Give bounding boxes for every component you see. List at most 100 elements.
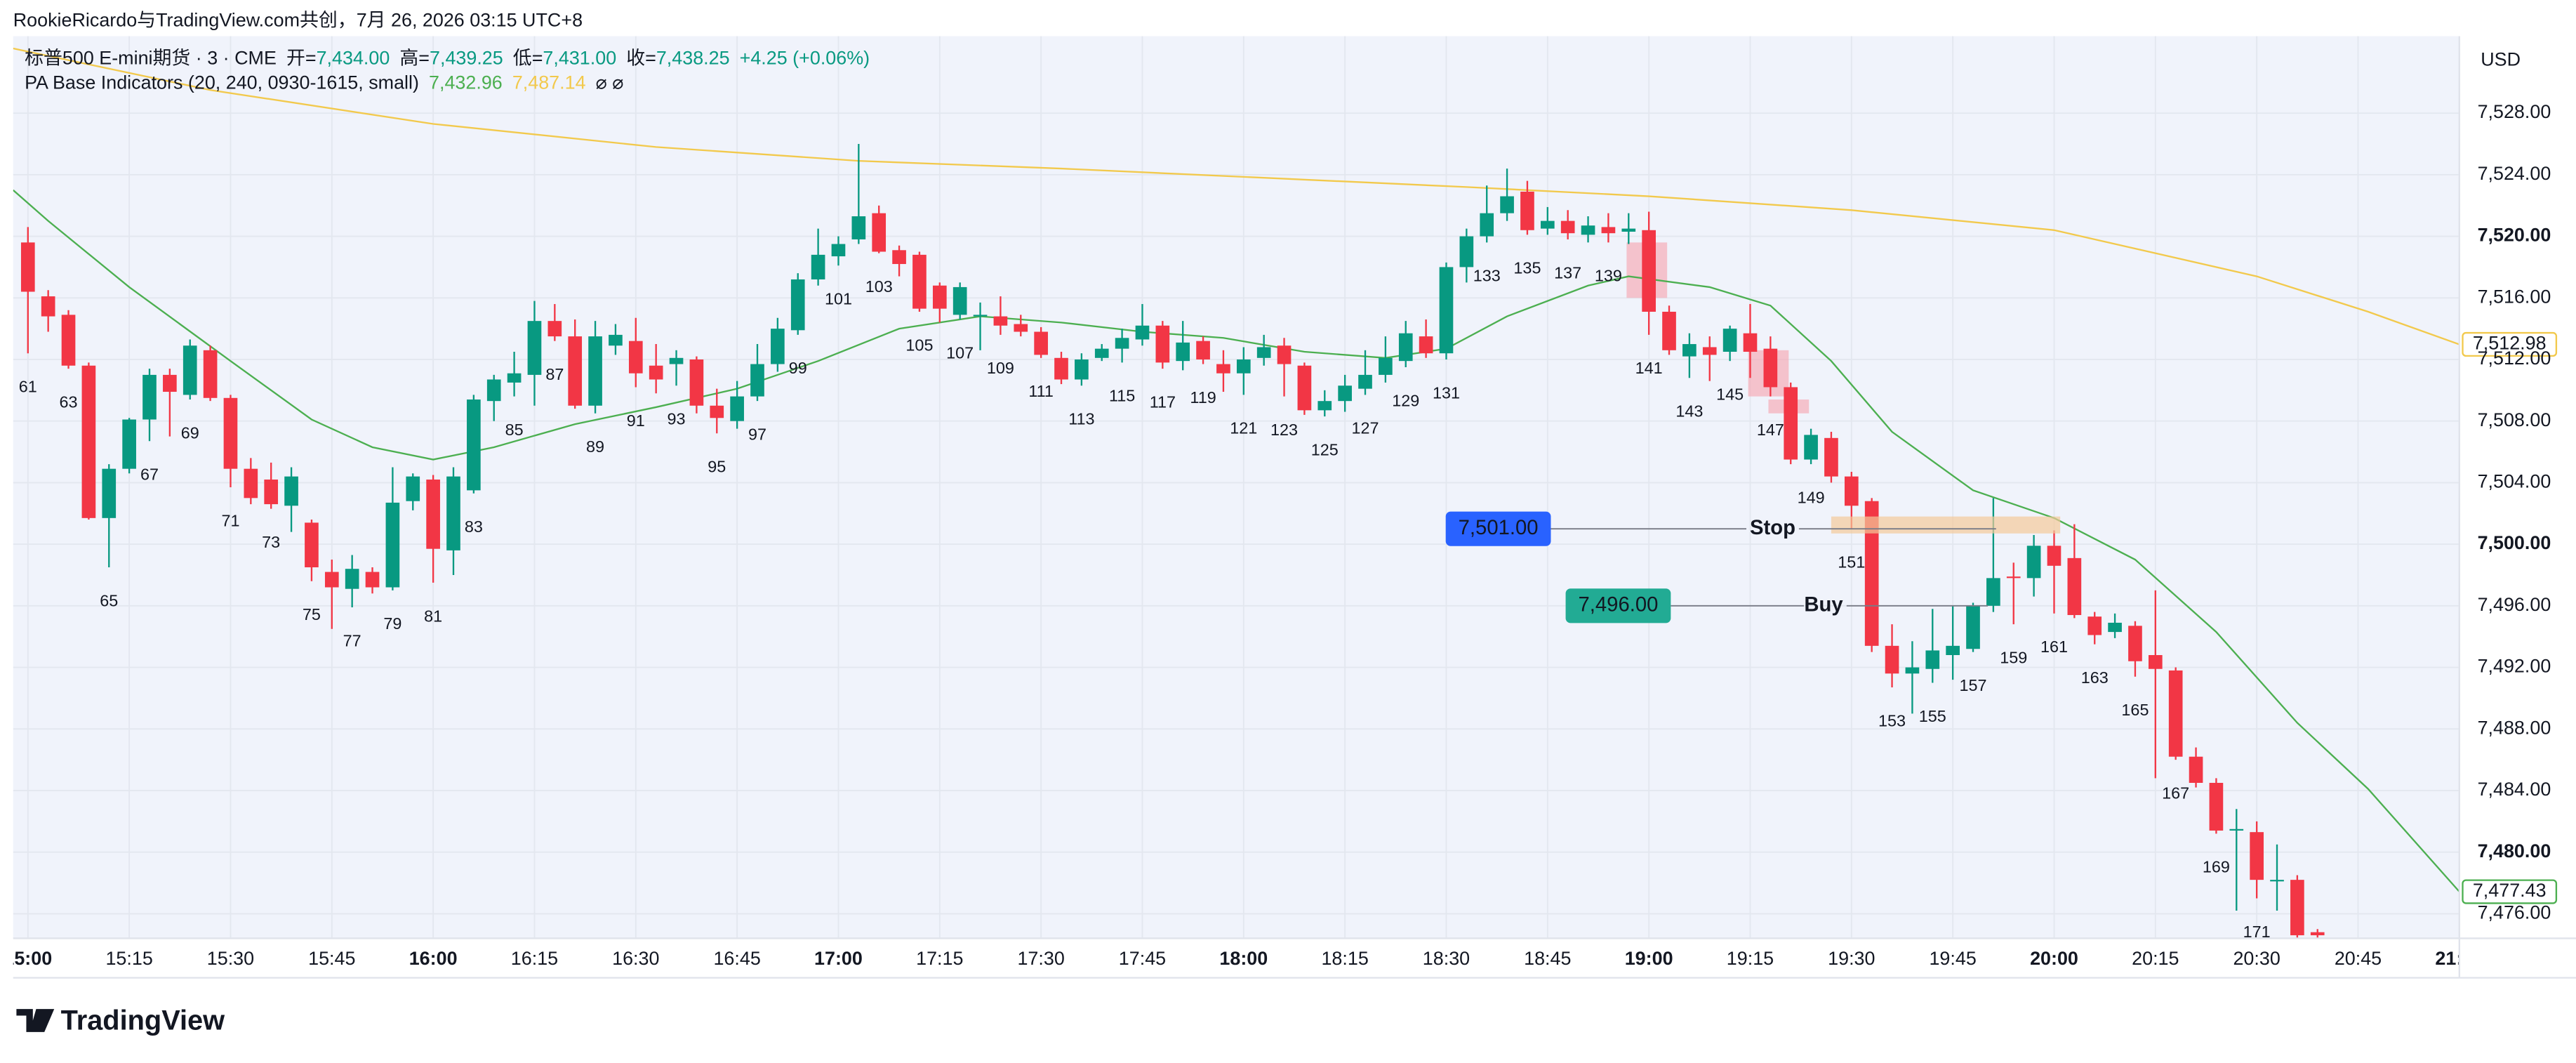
candle-body	[527, 321, 542, 375]
candle-body	[1075, 359, 1089, 380]
bar-number: 149	[1798, 488, 1825, 506]
candle-body	[851, 216, 866, 239]
y-tick-label: 7,496.00	[2478, 594, 2551, 615]
candle-body	[628, 341, 643, 374]
bar-number: 127	[1351, 419, 1379, 437]
candle-body	[182, 345, 197, 395]
candle-body	[1986, 578, 2000, 606]
legend-value: 7,431.00	[543, 47, 616, 68]
candle-body	[2026, 546, 2041, 579]
x-tick-label: 18:45	[1524, 948, 1571, 969]
candle-body	[952, 286, 967, 315]
bar-number: 93	[668, 410, 686, 428]
candle-body	[2250, 832, 2264, 880]
bar-number: 63	[60, 392, 78, 411]
bar-number: 79	[383, 614, 401, 633]
candle-body	[771, 329, 785, 364]
candle-body	[1824, 437, 1838, 477]
candle-body	[406, 476, 420, 501]
y-tick-label: 7,480.00	[2478, 840, 2551, 861]
x-tick-label: 16:15	[511, 948, 558, 969]
legend-line: 标普500 E-mini期货 · 3 · CME 开=7,434.00 高=7,43…	[25, 47, 870, 68]
candle-body	[2087, 616, 2102, 635]
candle-body	[1520, 191, 1534, 230]
candle-body	[1094, 348, 1109, 358]
candle-body	[507, 373, 522, 383]
candle-body	[1196, 341, 1210, 359]
bar-number: 155	[1919, 707, 1946, 725]
x-tick-label: 15:30	[207, 948, 254, 969]
candle-body	[1804, 435, 1818, 460]
bar-number: 163	[2081, 668, 2109, 687]
candle-body	[547, 321, 562, 337]
candle-body	[2209, 782, 2224, 831]
candle-body	[973, 315, 988, 317]
candle-body	[284, 476, 298, 506]
candle-body	[1966, 605, 1980, 649]
annotation-price: 7,501.00	[1459, 517, 1539, 539]
candle-body	[1277, 345, 1292, 364]
bar-number: 85	[505, 421, 524, 439]
x-tick-label: 19:45	[1929, 948, 1976, 969]
bar-number: 115	[1109, 387, 1135, 405]
bar-number: 167	[2162, 784, 2189, 802]
candle-body	[426, 480, 440, 549]
candle-body	[486, 379, 501, 402]
candle-body	[790, 279, 805, 331]
bar-number: 137	[1554, 263, 1581, 282]
candle-body	[1379, 357, 1393, 375]
candle-body	[1176, 342, 1190, 362]
candle-body	[2067, 557, 2082, 615]
bar-number: 69	[181, 423, 199, 442]
y-tick-label: 7,516.00	[2478, 286, 2551, 307]
bar-number: 75	[303, 605, 321, 623]
y-tick-label: 7,520.00	[2478, 225, 2551, 246]
candle-body	[61, 315, 76, 366]
legend-value: 7,439.25	[430, 47, 503, 68]
bar-number: 73	[262, 533, 280, 551]
bar-number: 61	[19, 378, 37, 396]
currency: USD	[2481, 49, 2521, 70]
bar-number: 123	[1270, 421, 1298, 439]
candle-body	[1722, 329, 1737, 352]
candle-body	[2148, 654, 2163, 669]
y-tick-label: 7,476.00	[2478, 902, 2551, 923]
bar-number: 103	[865, 277, 893, 296]
y-tick-label: 7,508.00	[2478, 409, 2551, 430]
bar-number: 99	[789, 359, 807, 377]
candle-body	[1581, 225, 1595, 235]
candle-body	[750, 364, 764, 397]
candle-body	[1601, 227, 1616, 234]
bar-number: 135	[1513, 259, 1541, 277]
bar-number: 119	[1190, 388, 1216, 407]
bar-number: 159	[2000, 648, 2027, 666]
candle-body	[1256, 347, 1271, 358]
bar-number: 147	[1757, 421, 1784, 439]
candle-body	[689, 359, 704, 406]
last-value-badge	[2462, 331, 2558, 357]
candle-body	[1540, 220, 1555, 229]
bar-number: 143	[1675, 402, 1703, 421]
bar-number: 91	[627, 411, 645, 430]
candle-body	[710, 405, 724, 418]
candle-body	[872, 213, 887, 252]
last-value-badge	[2462, 879, 2558, 904]
indicator-line	[13, 47, 2459, 345]
candle-body	[1763, 348, 1778, 388]
watermark: RookieRicardo与TradingView.com共创，7月 26, 2…	[13, 10, 583, 31]
bar-number: 111	[1028, 382, 1054, 400]
candle-body	[1014, 324, 1028, 332]
candle-body	[932, 285, 947, 309]
y-tick-label: 7,528.00	[2478, 101, 2551, 122]
x-tick-label: 15:00	[4, 948, 52, 969]
y-tick-label: 7,500.00	[2478, 532, 2551, 553]
bar-number: 165	[2121, 701, 2149, 719]
x-tick-label: 20:15	[2132, 948, 2179, 969]
candle-body	[122, 419, 136, 469]
candle-body	[1621, 228, 1636, 232]
x-tick-label: 20:30	[2233, 948, 2280, 969]
bar-number: 101	[825, 290, 852, 308]
legend-value: 7,438.25	[656, 47, 730, 68]
bar-number: 133	[1473, 267, 1501, 285]
